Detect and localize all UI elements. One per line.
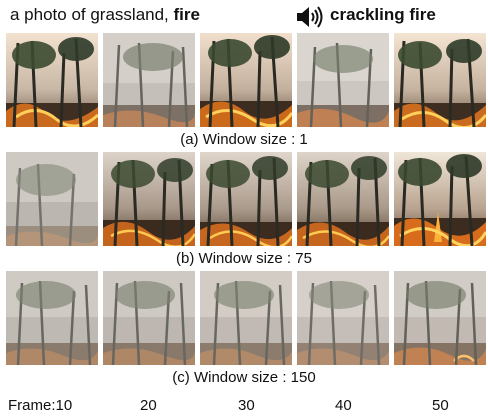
speaker-icon <box>296 6 324 28</box>
frame-label: 50 <box>432 397 449 414</box>
frame-label: 30 <box>238 397 255 414</box>
audio-prompt: crackling fire <box>330 5 436 24</box>
video-frame <box>297 271 389 365</box>
prompt-prefix: a photo of grassland, <box>10 5 174 24</box>
video-frame <box>6 271 98 365</box>
video-frame <box>394 271 486 365</box>
row-caption-a: (a) Window size : 1 <box>180 131 308 148</box>
video-frame <box>394 33 486 127</box>
frame-index-axis: Frame:10 20 30 40 50 <box>0 397 488 417</box>
video-frame <box>200 152 292 246</box>
frame-row-a <box>6 33 488 127</box>
video-frame <box>6 152 98 246</box>
video-frame <box>297 33 389 127</box>
video-frame <box>200 271 292 365</box>
frame-label: Frame:10 <box>8 397 73 414</box>
row-caption-b: (b) Window size : 75 <box>176 250 312 267</box>
video-frame <box>103 271 195 365</box>
video-frame <box>6 33 98 127</box>
text-prompt: a photo of grassland, fire <box>10 5 200 25</box>
video-frame <box>200 33 292 127</box>
video-frame <box>103 33 195 127</box>
frame-label: 20 <box>140 397 157 414</box>
frame-row-b <box>6 152 488 246</box>
video-frame <box>103 152 195 246</box>
video-frame <box>297 152 389 246</box>
frame-row-c <box>6 271 488 365</box>
row-caption-c: (c) Window size : 150 <box>172 369 316 386</box>
prompt-keyword: fire <box>173 5 200 24</box>
video-frame <box>394 152 486 246</box>
header: a photo of grassland, fire crackling fir… <box>0 5 488 31</box>
frame-label: 40 <box>335 397 352 414</box>
